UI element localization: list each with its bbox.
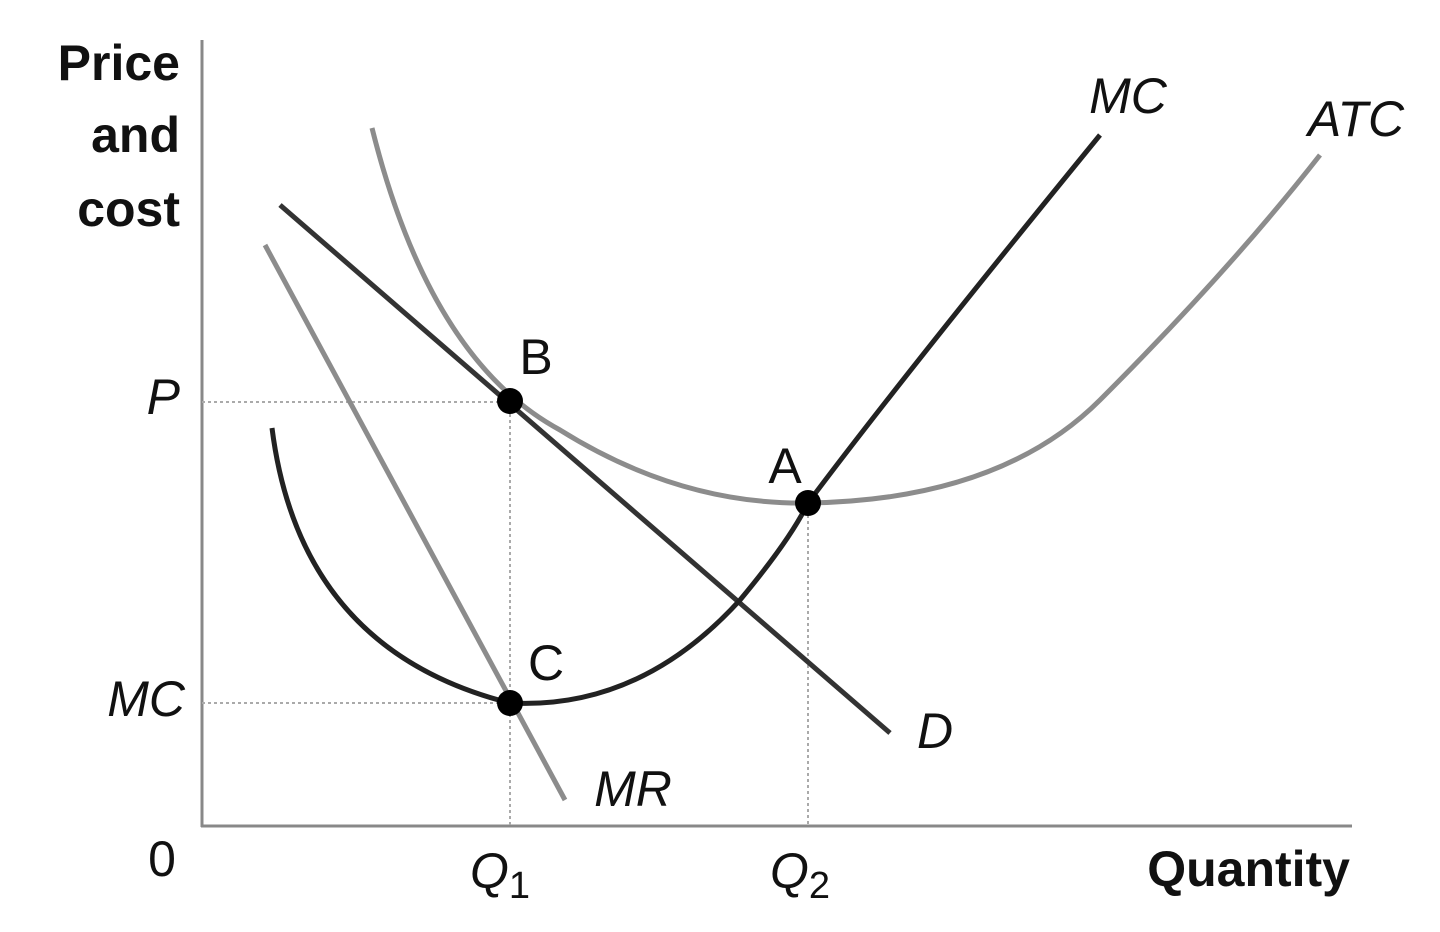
x-axis-title: Quantity (1147, 841, 1350, 897)
point-a (795, 490, 821, 516)
x-tick-label: Q1 (470, 843, 530, 907)
tick-sub: 1 (509, 865, 530, 907)
tick-sub: 2 (809, 865, 830, 907)
tick-main: Q (770, 843, 809, 899)
atc-curve (369, 127, 1322, 506)
point-b (497, 388, 523, 414)
y-axis-title: and (91, 107, 180, 163)
point-c (497, 690, 523, 716)
y-axis-title: Price (58, 35, 180, 91)
curve-label: MR (594, 761, 672, 817)
demand-curve (278, 203, 892, 735)
curve-label: D (917, 703, 953, 759)
curve-label: MC (1089, 68, 1168, 124)
y-tick-label: P (147, 369, 181, 425)
x-tick-label: Q2 (770, 843, 830, 907)
curve-label: ATC (1305, 91, 1405, 147)
point-label: B (519, 329, 552, 385)
point-label: A (768, 438, 802, 494)
origin-label: 0 (148, 831, 176, 887)
mc-curve (269, 133, 1102, 706)
y-axis-title: cost (77, 181, 180, 237)
point-label: C (528, 635, 564, 691)
tick-main: Q (470, 843, 509, 899)
y-tick-label: MC (107, 671, 186, 727)
